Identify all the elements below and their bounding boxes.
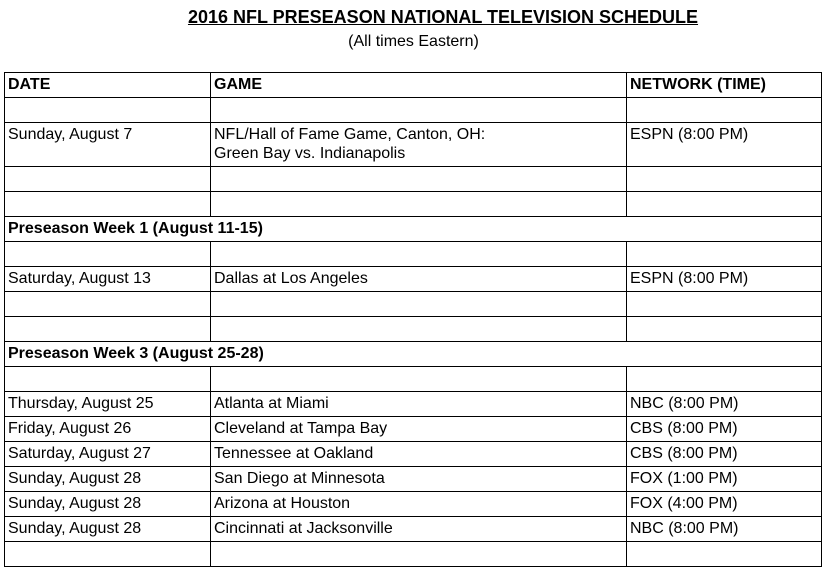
column-header-network: NETWORK (TIME) bbox=[626, 72, 822, 98]
table-row: Saturday, August 13 Dallas at Los Angele… bbox=[4, 266, 822, 292]
empty-cell bbox=[210, 97, 627, 123]
empty-cell bbox=[4, 541, 211, 567]
schedule-table: DATE GAME NETWORK (TIME) Sunday, August … bbox=[4, 72, 822, 567]
game-line: Green Bay vs. Indianapolis bbox=[214, 145, 406, 162]
game-cell: Dallas at Los Angeles bbox=[210, 266, 627, 292]
table-row: Thursday, August 25 Atlanta at Miami NBC… bbox=[4, 391, 822, 417]
game-line: NFL/Hall of Fame Game, Canton, OH: bbox=[214, 126, 486, 143]
date-cell: Saturday, August 27 bbox=[4, 441, 211, 467]
page-subtitle: (All times Eastern) bbox=[348, 33, 479, 50]
blank-row bbox=[4, 366, 822, 392]
network-cell: FOX (1:00 PM) bbox=[626, 466, 822, 492]
table-row: Sunday, August 28 Arizona at Houston FOX… bbox=[4, 491, 822, 517]
date-cell: Sunday, August 28 bbox=[4, 516, 211, 542]
empty-cell bbox=[4, 316, 211, 342]
section-heading-row: Preseason Week 3 (August 25-28) bbox=[4, 341, 822, 367]
game-cell: Tennessee at Oakland bbox=[210, 441, 627, 467]
empty-cell bbox=[4, 97, 211, 123]
network-cell: NBC (8:00 PM) bbox=[626, 391, 822, 417]
date-cell: Saturday, August 13 bbox=[4, 266, 211, 292]
empty-cell bbox=[4, 241, 211, 267]
table-header-row: DATE GAME NETWORK (TIME) bbox=[4, 72, 822, 98]
blank-row bbox=[4, 97, 822, 123]
table-row: Sunday, August 7 NFL/Hall of Fame Game, … bbox=[4, 122, 822, 167]
table-row: Sunday, August 28 San Diego at Minnesota… bbox=[4, 466, 822, 492]
section-heading: Preseason Week 1 (August 11-15) bbox=[4, 216, 822, 242]
empty-cell bbox=[210, 241, 627, 267]
game-cell: Cleveland at Tampa Bay bbox=[210, 416, 627, 442]
empty-cell bbox=[210, 541, 627, 567]
date-cell: Sunday, August 28 bbox=[4, 491, 211, 517]
blank-row bbox=[4, 241, 822, 267]
network-cell: ESPN (8:00 PM) bbox=[626, 266, 822, 292]
empty-cell bbox=[4, 366, 211, 392]
game-cell: NFL/Hall of Fame Game, Canton, OH: Green… bbox=[210, 122, 627, 167]
empty-cell bbox=[626, 166, 822, 192]
empty-cell bbox=[210, 366, 627, 392]
page-title: 2016 NFL PRESEASON NATIONAL TELEVISION S… bbox=[187, 7, 699, 27]
network-cell: CBS (8:00 PM) bbox=[626, 441, 822, 467]
section-heading-row: Preseason Week 1 (August 11-15) bbox=[4, 216, 822, 242]
empty-cell bbox=[4, 191, 211, 217]
date-cell: Thursday, August 25 bbox=[4, 391, 211, 417]
empty-cell bbox=[210, 316, 627, 342]
network-cell: FOX (4:00 PM) bbox=[626, 491, 822, 517]
empty-cell bbox=[626, 541, 822, 567]
empty-cell bbox=[210, 166, 627, 192]
section-heading: Preseason Week 3 (August 25-28) bbox=[4, 341, 822, 367]
empty-cell bbox=[626, 291, 822, 317]
empty-cell bbox=[626, 316, 822, 342]
date-cell: Sunday, August 7 bbox=[4, 122, 211, 167]
column-header-date: DATE bbox=[4, 72, 211, 98]
table-row: Saturday, August 27 Tennessee at Oakland… bbox=[4, 441, 822, 467]
empty-cell bbox=[210, 191, 627, 217]
empty-cell bbox=[4, 166, 211, 192]
column-header-game: GAME bbox=[210, 72, 627, 98]
blank-row bbox=[4, 291, 822, 317]
table-row: Friday, August 26 Cleveland at Tampa Bay… bbox=[4, 416, 822, 442]
game-cell: Atlanta at Miami bbox=[210, 391, 627, 417]
network-cell: CBS (8:00 PM) bbox=[626, 416, 822, 442]
game-cell: Arizona at Houston bbox=[210, 491, 627, 517]
network-cell: NBC (8:00 PM) bbox=[626, 516, 822, 542]
game-cell: Cincinnati at Jacksonville bbox=[210, 516, 627, 542]
network-cell: ESPN (8:00 PM) bbox=[626, 122, 822, 167]
blank-row bbox=[4, 541, 822, 567]
empty-cell bbox=[626, 241, 822, 267]
date-cell: Friday, August 26 bbox=[4, 416, 211, 442]
game-cell: San Diego at Minnesota bbox=[210, 466, 627, 492]
table-row: Sunday, August 28 Cincinnati at Jacksonv… bbox=[4, 516, 822, 542]
empty-cell bbox=[4, 291, 211, 317]
empty-cell bbox=[210, 291, 627, 317]
date-cell: Sunday, August 28 bbox=[4, 466, 211, 492]
blank-row bbox=[4, 316, 822, 342]
empty-cell bbox=[626, 366, 822, 392]
blank-row bbox=[4, 191, 822, 217]
empty-cell bbox=[626, 97, 822, 123]
empty-cell bbox=[626, 191, 822, 217]
blank-row bbox=[4, 166, 822, 192]
